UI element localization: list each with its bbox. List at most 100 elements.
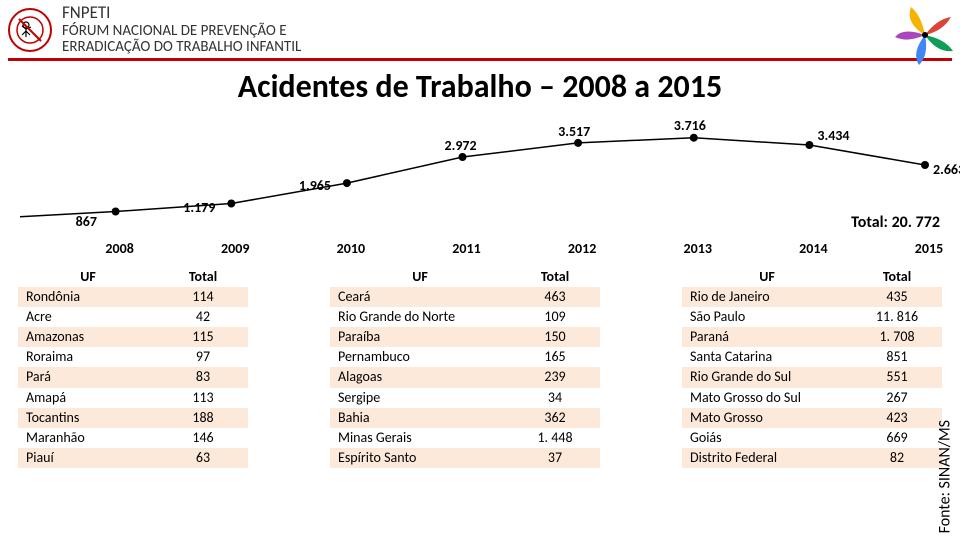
table-cell-uf: Acre bbox=[18, 307, 158, 327]
table-cell-total: 109 bbox=[510, 307, 600, 327]
chart-axis-year: 2013 bbox=[676, 240, 720, 257]
table-row: Paraná1. 708 bbox=[682, 327, 942, 347]
table-row: Amapá113 bbox=[18, 388, 248, 408]
org-name-1: FÓRUM NACIONAL DE PREVENÇÃO E bbox=[62, 23, 301, 40]
table-row: Amazonas115 bbox=[18, 327, 248, 347]
table-row: Pará83 bbox=[18, 367, 248, 387]
table-row: Rio Grande do Norte109 bbox=[330, 307, 600, 327]
org-logo-icon bbox=[8, 8, 52, 52]
table-cell-uf: Rondônia bbox=[18, 287, 158, 307]
chart-point-label: 3.517 bbox=[558, 123, 590, 140]
table-row: Maranhão146 bbox=[18, 428, 248, 448]
table-header: UF bbox=[18, 266, 158, 287]
table-cell-uf: Maranhão bbox=[18, 428, 158, 448]
data-table: UFTotalRio de Janeiro435São Paulo11. 816… bbox=[682, 266, 942, 469]
table-cell-total: 146 bbox=[158, 428, 248, 448]
table-cell-total: 113 bbox=[158, 388, 248, 408]
table-header: Total bbox=[852, 266, 942, 287]
table-cell-total: 239 bbox=[510, 367, 600, 387]
table-header: Total bbox=[158, 266, 248, 287]
chart-point-label: 2.972 bbox=[445, 137, 477, 154]
table-cell-uf: Amapá bbox=[18, 388, 158, 408]
table-row: Rondônia114 bbox=[18, 287, 248, 307]
header-rule bbox=[8, 58, 952, 61]
table-cell-uf: Mato Grosso bbox=[682, 408, 852, 428]
chart-axis-year: 2014 bbox=[791, 240, 835, 257]
table-cell-total: 267 bbox=[852, 388, 942, 408]
line-chart: 8671.1791.9652.9723.5173.7163.4342.663 T… bbox=[20, 112, 940, 262]
table-row: Goiás669 bbox=[682, 428, 942, 448]
org-acronym: FNPETI bbox=[62, 4, 301, 23]
chart-point-label: 867 bbox=[76, 213, 97, 230]
table-cell-total: 362 bbox=[510, 408, 600, 428]
table-cell-total: 115 bbox=[158, 327, 248, 347]
table-cell-uf: Espírito Santo bbox=[330, 448, 510, 468]
data-table: UFTotalCeará463Rio Grande do Norte109Par… bbox=[330, 266, 600, 469]
table-cell-uf: Piauí bbox=[18, 448, 158, 468]
chart-point-label: 1.179 bbox=[183, 199, 215, 216]
table-row: Distrito Federal82 bbox=[682, 448, 942, 468]
source-label: Fonte: SINAN/MS bbox=[935, 420, 954, 533]
table-cell-uf: Rio de Janeiro bbox=[682, 287, 852, 307]
table-cell-uf: Amazonas bbox=[18, 327, 158, 347]
page-title: Acidentes de Trabalho – 2008 a 2015 bbox=[0, 67, 960, 106]
table-cell-uf: Roraima bbox=[18, 347, 158, 367]
chart-axis-year: 2015 bbox=[907, 240, 951, 257]
table-row: Bahia362 bbox=[330, 408, 600, 428]
chart-point-label: 3.434 bbox=[817, 127, 849, 144]
table-cell-uf: Paraná bbox=[682, 327, 852, 347]
table-row: Roraima97 bbox=[18, 347, 248, 367]
table-cell-uf: Distrito Federal bbox=[682, 448, 852, 468]
chart-axis-year: 2010 bbox=[329, 240, 373, 257]
table-cell-total: 82 bbox=[852, 448, 942, 468]
table-cell-uf: Rio Grande do Sul bbox=[682, 367, 852, 387]
table-cell-total: 1. 708 bbox=[852, 327, 942, 347]
pinwheel-logo-icon bbox=[890, 0, 960, 70]
table-cell-total: 551 bbox=[852, 367, 942, 387]
table-row: Pernambuco165 bbox=[330, 347, 600, 367]
table-cell-uf: Rio Grande do Norte bbox=[330, 307, 510, 327]
table-cell-total: 114 bbox=[158, 287, 248, 307]
chart-total-label: Total: 20. 772 bbox=[851, 213, 940, 232]
table-header: Total bbox=[510, 266, 600, 287]
table-cell-total: 150 bbox=[510, 327, 600, 347]
chart-axis-year: 2012 bbox=[560, 240, 604, 257]
table-row: Tocantins188 bbox=[18, 408, 248, 428]
table-row: Acre42 bbox=[18, 307, 248, 327]
table-cell-uf: Paraíba bbox=[330, 327, 510, 347]
table-cell-uf: Sergipe bbox=[330, 388, 510, 408]
table-row: Santa Catarina851 bbox=[682, 347, 942, 367]
table-cell-uf: Pará bbox=[18, 367, 158, 387]
chart-point-label: 3.716 bbox=[674, 117, 706, 134]
table-row: Rio Grande do Sul551 bbox=[682, 367, 942, 387]
table-row: Minas Gerais1. 448 bbox=[330, 428, 600, 448]
table-cell-total: 1. 448 bbox=[510, 428, 600, 448]
table-cell-uf: Goiás bbox=[682, 428, 852, 448]
table-header: UF bbox=[682, 266, 852, 287]
table-cell-total: 165 bbox=[510, 347, 600, 367]
table-cell-total: 42 bbox=[158, 307, 248, 327]
table-cell-total: 34 bbox=[510, 388, 600, 408]
table-cell-total: 188 bbox=[158, 408, 248, 428]
table-cell-uf: São Paulo bbox=[682, 307, 852, 327]
table-cell-uf: Minas Gerais bbox=[330, 428, 510, 448]
table-row: Mato Grosso423 bbox=[682, 408, 942, 428]
table-cell-total: 63 bbox=[158, 448, 248, 468]
table-cell-uf: Pernambuco bbox=[330, 347, 510, 367]
table-row: Paraíba150 bbox=[330, 327, 600, 347]
table-cell-uf: Tocantins bbox=[18, 408, 158, 428]
tables-row: UFTotalRondônia114Acre42Amazonas115Rorai… bbox=[0, 266, 960, 469]
table-row: Espírito Santo37 bbox=[330, 448, 600, 468]
table-row: Piauí63 bbox=[18, 448, 248, 468]
table-cell-uf: Mato Grosso do Sul bbox=[682, 388, 852, 408]
table-header: UF bbox=[330, 266, 510, 287]
chart-point-label: 2.663 bbox=[933, 161, 960, 178]
table-row: Ceará463 bbox=[330, 287, 600, 307]
table-cell-total: 83 bbox=[158, 367, 248, 387]
chart-point-label: 1.965 bbox=[299, 177, 331, 194]
table-cell-total: 97 bbox=[158, 347, 248, 367]
table-cell-uf: Santa Catarina bbox=[682, 347, 852, 367]
table-cell-total: 423 bbox=[852, 408, 942, 428]
table-cell-uf: Alagoas bbox=[330, 367, 510, 387]
table-cell-total: 37 bbox=[510, 448, 600, 468]
